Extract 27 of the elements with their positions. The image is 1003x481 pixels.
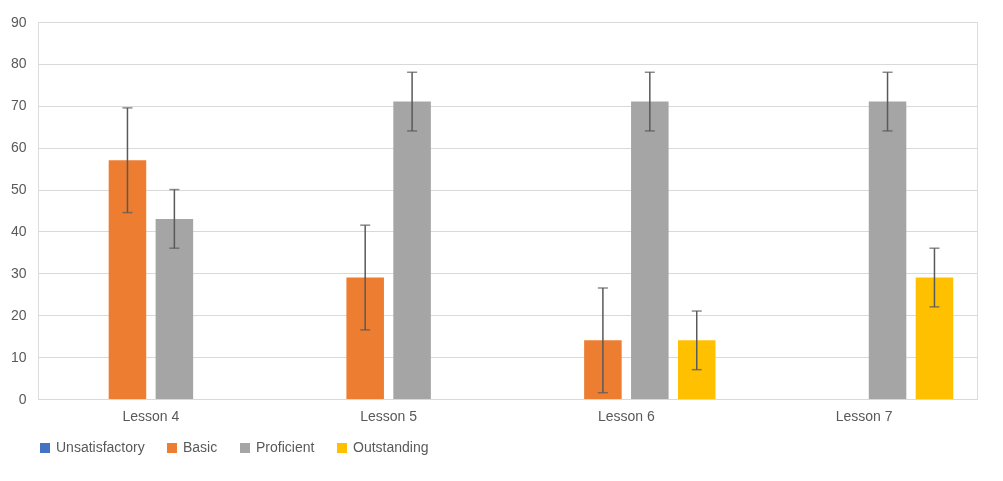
bar (346, 277, 384, 399)
y-tick-label: 10 (10, 348, 27, 365)
y-tick-label: 90 (10, 13, 27, 30)
bar (631, 101, 669, 399)
x-tick-label: Lesson 4 (122, 407, 180, 424)
y-tick-label: 30 (10, 264, 27, 281)
bar (584, 340, 622, 399)
bar (868, 101, 907, 399)
x-tick-label: Lesson 6 (597, 407, 655, 424)
y-tick-label: 20 (10, 306, 27, 323)
bar (677, 340, 716, 399)
legend-label: Proficient (256, 439, 315, 455)
x-tick-label: Lesson 5 (360, 407, 418, 424)
legend-label: Basic (183, 439, 218, 455)
y-tick-label: 50 (10, 181, 27, 198)
bar (108, 160, 147, 399)
bar (155, 218, 194, 399)
y-tick-label: 0 (18, 390, 27, 407)
legend-label: Unsatisfactory (56, 439, 145, 455)
x-tick-label: Lesson 7 (835, 407, 893, 424)
y-tick-label: 80 (10, 55, 27, 72)
bar (915, 277, 954, 399)
y-tick-label: 60 (10, 139, 27, 156)
bar (393, 101, 431, 399)
legend-label: Outstanding (353, 439, 429, 455)
y-tick-label: 40 (10, 222, 27, 239)
y-tick-label: 70 (10, 97, 27, 114)
